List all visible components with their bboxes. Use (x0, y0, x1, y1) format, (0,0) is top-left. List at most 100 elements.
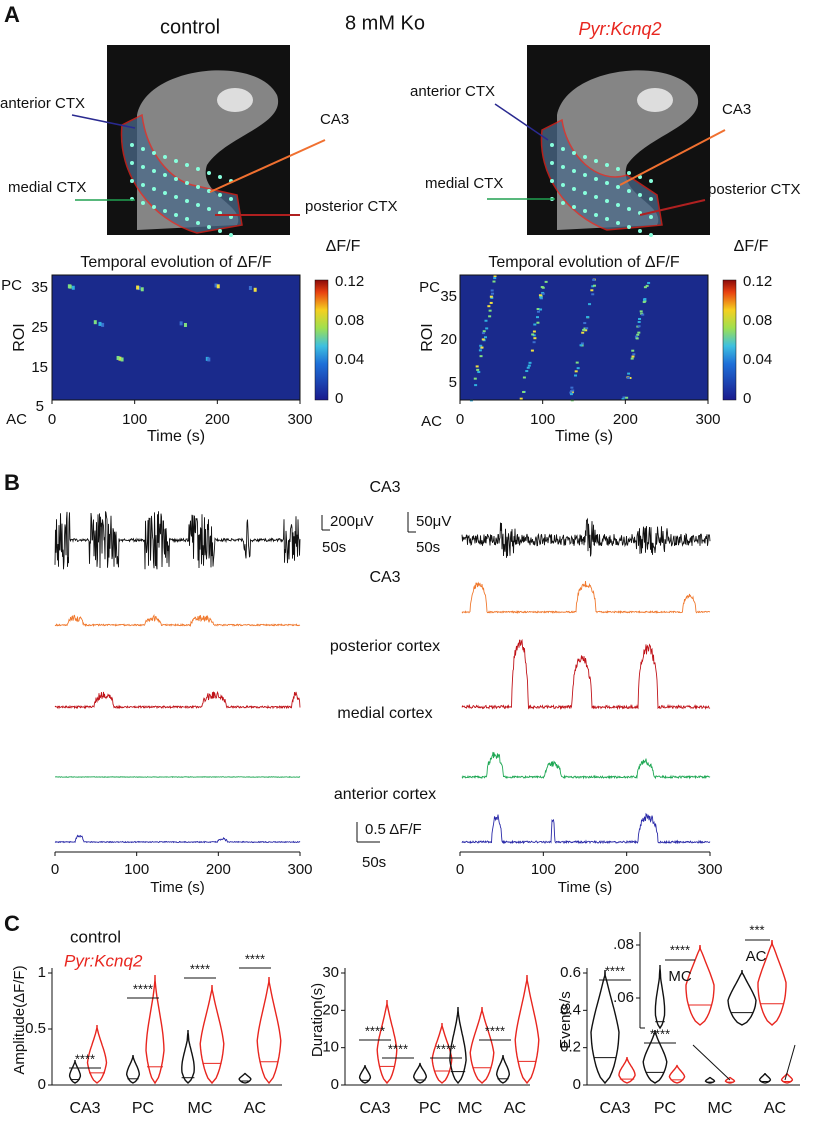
heatmap-spot (492, 280, 496, 283)
heatmap-spot (583, 327, 587, 330)
line (209, 139, 326, 193)
trace (461, 581, 711, 615)
x-tick-label: 300 (287, 861, 312, 878)
x-tick-label: 200 (614, 861, 639, 878)
violin (642, 1029, 668, 1084)
heatmap-spot (582, 328, 586, 331)
heatmap-spot (638, 317, 642, 320)
x-tick-label: 100 (124, 861, 149, 878)
label: Temporal evolution of ΔF/F (488, 254, 679, 271)
x-tick-label: CA3 (599, 1100, 630, 1117)
heatmap-spot (592, 278, 596, 281)
heatmap-spot (569, 393, 573, 396)
label: **** (388, 1041, 408, 1056)
roi-dot (627, 189, 631, 193)
colorbar-tick-label: 0.12 (743, 273, 772, 290)
label: Pyr:Kcnq2 (578, 19, 661, 39)
heatmap-spot (98, 321, 102, 326)
label: CA3 (722, 101, 751, 118)
violin (181, 1029, 195, 1084)
roi-dot (229, 233, 233, 237)
heatmap-spot (484, 319, 488, 322)
heatmap-spot (570, 391, 574, 394)
heatmap-spot (637, 325, 641, 328)
heatmap-spot (593, 284, 597, 287)
heatmap-spot (493, 277, 497, 280)
trace (54, 511, 301, 570)
heatmap-spot (539, 308, 543, 311)
trace (55, 776, 301, 779)
heatmap-spot (474, 384, 478, 387)
heatmap-spot (630, 357, 634, 360)
label: medial CTX (425, 175, 503, 192)
line (71, 114, 136, 129)
roi-dot (141, 165, 145, 169)
violin (358, 1065, 372, 1084)
heatmap-spot (574, 374, 578, 377)
colorbar-tick-label: 0.04 (743, 351, 772, 368)
heatmap-spot (488, 315, 492, 318)
heatmap-spot (639, 310, 643, 313)
trace (54, 614, 301, 628)
violin (704, 1076, 716, 1084)
violin (758, 1073, 772, 1084)
roi-dot (605, 217, 609, 221)
label: CA3 (320, 111, 349, 128)
roi-dot (185, 217, 189, 221)
heatmap-spot (632, 353, 636, 356)
label: control (160, 16, 220, 38)
roi-dot (550, 161, 554, 165)
roi-dot (185, 181, 189, 185)
label: **** (485, 1023, 505, 1038)
heatmap-spot (541, 286, 545, 289)
roi-dot (152, 151, 156, 155)
label: ΔF/F (734, 238, 769, 255)
y-tick-label: 5 (36, 398, 44, 415)
heatmap-spot (101, 322, 105, 327)
violin (495, 1054, 511, 1084)
x-tick-label: AC (244, 1100, 266, 1117)
heatmap-spot (481, 338, 485, 341)
violin (724, 1076, 736, 1084)
label: Time (s) (150, 879, 204, 896)
line (639, 199, 706, 216)
roi-dot (594, 159, 598, 163)
roi-dot (605, 181, 609, 185)
heatmap-spot (588, 303, 592, 306)
roi-dot (561, 147, 565, 151)
x-tick-label: PC (419, 1100, 441, 1117)
heatmap-spot (482, 330, 486, 333)
label: 200μV (330, 513, 374, 530)
violin (68, 1060, 82, 1084)
heatmap-spot (522, 390, 526, 393)
heatmap-spot (575, 361, 579, 364)
roi-dot (163, 173, 167, 177)
heatmap-spot (479, 344, 483, 347)
violin (727, 969, 757, 1026)
roi-dot (627, 207, 631, 211)
heatmap-spot (541, 292, 545, 295)
heatmap-spot (637, 320, 641, 323)
heatmap-spot (574, 370, 578, 373)
heatmap-spot (627, 372, 631, 375)
label: *** (749, 922, 764, 937)
roi-dot (583, 173, 587, 177)
violin (757, 939, 787, 1026)
heatmap-spot (519, 397, 523, 400)
roi-dot (572, 187, 576, 191)
roi-dot (152, 205, 156, 209)
heatmap-spot (525, 370, 529, 373)
heatmap-spot (253, 287, 257, 292)
heatmap-spot (643, 298, 647, 301)
roi-dot (616, 167, 620, 171)
x-tick-label: PC (654, 1100, 676, 1117)
colorbar-tick-label: 0.08 (335, 312, 364, 329)
violin (685, 944, 715, 1026)
roi-dot (141, 201, 145, 205)
heatmap-spot (136, 285, 140, 290)
roi-dot (229, 197, 233, 201)
label: medial cortex (337, 705, 432, 722)
heatmap-spot (637, 331, 641, 334)
roi-dot (207, 207, 211, 211)
